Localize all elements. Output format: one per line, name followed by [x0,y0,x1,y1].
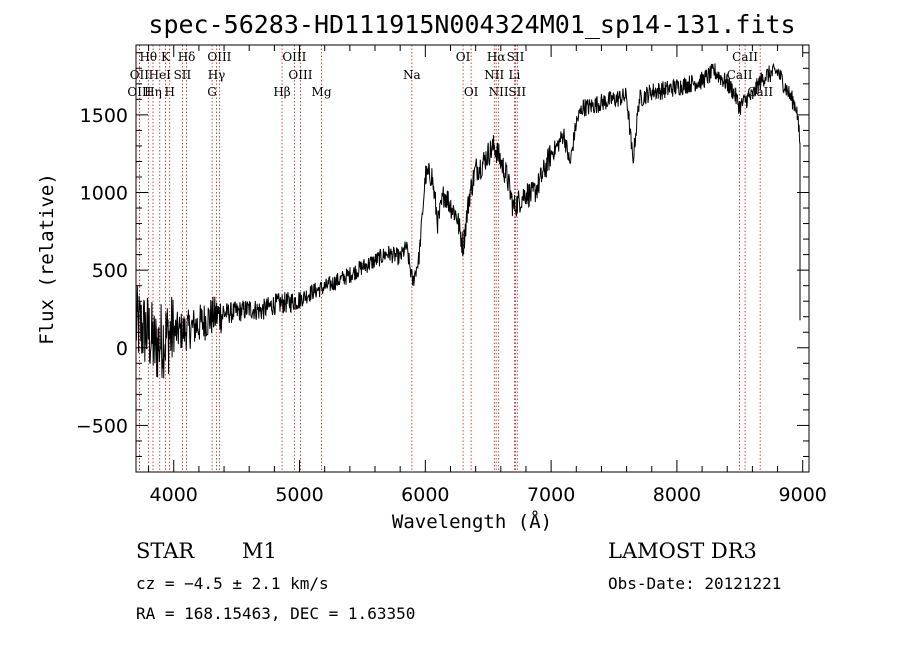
chart-title: spec-56283-HD111915N004324M01_sp14-131.f… [148,10,795,39]
reference-line-label: Hβ [273,85,290,99]
reference-line-label: CaII [732,50,758,64]
reference-line-label: Li [508,68,520,82]
reference-line-label: Hθ [139,50,157,64]
reference-line-label: Hη [144,85,162,99]
reference-line-label: Hδ [178,50,196,64]
x-tick-label: 4000 [150,484,198,506]
reference-line-label: OI [464,85,479,99]
x-tick-label: 9000 [779,484,827,506]
spectrum-line [135,63,801,379]
redshift-value: cz = −4.5 ± 2.1 km/s [136,574,329,593]
reference-line-label: Hα [487,50,506,64]
x-axis-ticks: 4000 5000 6000 7000 8000 9000 [148,45,827,506]
x-axis-label: Wavelength (Å) [392,510,552,533]
reference-line-label: G [207,85,217,99]
reference-line-label: SII [508,85,526,99]
ra-dec-coordinates: RA = 168.15463, DEC = 1.63350 [136,604,415,623]
x-tick-label: 7000 [527,484,575,506]
y-tick-label: 500 [92,260,128,282]
reference-line-label: OIII [282,50,306,64]
reference-line-label: SII [174,68,192,82]
reference-line-label: OIII [288,68,312,82]
reference-line-label: OIII [127,85,151,99]
y-axis-label: Flux (relative) [36,173,58,345]
y-tick-label: 1500 [80,105,128,127]
reference-line-label: OII [130,68,150,82]
reference-line-label: Na [403,68,421,82]
reference-line-label: OIII [207,50,231,64]
y-axis-ticks: −500 0 500 1000 1500 [76,52,809,457]
y-tick-label: −500 [76,415,128,437]
reference-line-label: CaII [727,68,753,82]
y-tick-label: 1000 [80,183,128,205]
observation-date: Obs-Date: 20121221 [608,574,781,593]
reference-line-label: Hγ [208,68,226,82]
x-tick-label: 8000 [653,484,701,506]
reference-lines-group [138,45,761,472]
x-tick-label: 6000 [401,484,449,506]
reference-line-label: Mg [312,85,332,99]
reference-line-label: SII [507,50,525,64]
object-subclass: M1 [242,539,277,563]
plot-frame [135,44,810,473]
x-tick-label: 5000 [275,484,323,506]
reference-line-label: HeI [149,68,172,82]
reference-line-label: H [164,85,174,99]
survey-name: LAMOST DR3 [608,539,757,563]
y-tick-label: 0 [116,338,128,360]
object-class: STAR [136,539,195,563]
reference-line-label: NII [489,85,509,99]
reference-line-label: NII [484,68,504,82]
reference-line-label: K [161,50,171,64]
reference-line-label: OI [456,50,471,64]
